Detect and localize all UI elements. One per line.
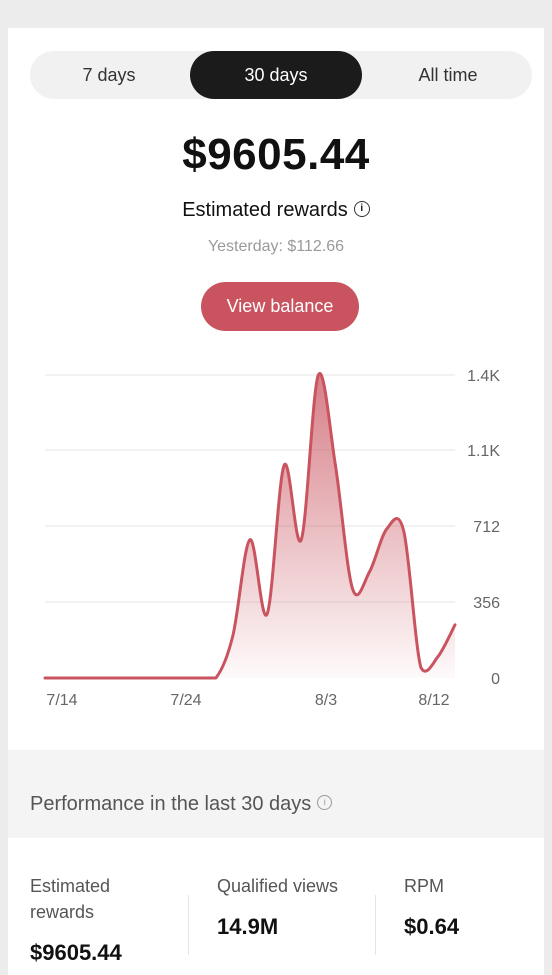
rewards-amount: $9605.44	[182, 130, 370, 179]
estimated-rewards-label: Estimated rewards	[182, 199, 348, 221]
status-area	[0, 0, 552, 28]
period-selector: 7 days 30 days All time	[30, 51, 532, 99]
info-icon[interactable]: i	[317, 795, 333, 811]
stat-value: $0.64	[404, 914, 460, 939]
stat-qualified-views: Qualified views 14.9M	[217, 873, 347, 940]
divider	[375, 895, 376, 955]
info-icon[interactable]: i	[353, 200, 370, 217]
y-tick-label: 0	[491, 671, 500, 688]
stat-label: RPM	[404, 876, 444, 896]
stats-panel: Estimated rewards $9605.44 Qualified vie…	[8, 845, 544, 975]
rewards-chart: 0 356 712 1.1K 1.4K 7/14 7/24 8/3 8/12	[43, 368, 500, 709]
y-tick-label: 356	[473, 595, 500, 612]
tab-7-days[interactable]: 7 days	[82, 65, 136, 85]
area-fill	[45, 373, 455, 678]
estimated-rewards-heading: Estimated rewards i	[0, 199, 552, 222]
performance-title-label: Performance in the last 30 days	[30, 793, 312, 815]
series-line	[43, 372, 457, 680]
tab-30-days[interactable]: 30 days	[190, 51, 362, 99]
x-tick-label: 7/24	[170, 692, 201, 709]
stat-label: Estimated rewards	[30, 876, 111, 922]
x-axis-labels: 7/14 7/24 8/3 8/12	[46, 692, 449, 709]
view-balance-button[interactable]: View balance	[201, 282, 359, 331]
x-tick-label: 8/12	[418, 692, 449, 709]
stat-estimated-rewards: Estimated rewards $9605.44	[30, 873, 160, 966]
y-axis-labels: 0 356 712 1.1K 1.4K	[467, 368, 500, 688]
performance-header	[8, 750, 544, 838]
stat-value: $9605.44	[30, 940, 122, 965]
y-tick-label: 1.4K	[467, 368, 500, 385]
stat-label: Qualified views	[217, 876, 339, 896]
divider	[188, 895, 189, 955]
performance-title: Performance in the last 30 days i	[30, 793, 333, 816]
yesterday-amount: Yesterday: $112.66	[207, 238, 345, 255]
stat-rpm: RPM $0.64	[404, 873, 534, 940]
stat-value: 14.9M	[217, 914, 279, 939]
y-tick-label: 1.1K	[467, 443, 500, 460]
y-tick-label: 712	[473, 519, 500, 536]
x-tick-label: 7/14	[46, 692, 77, 709]
x-tick-label: 8/3	[315, 692, 337, 709]
tab-all-time[interactable]: All time	[418, 65, 478, 85]
